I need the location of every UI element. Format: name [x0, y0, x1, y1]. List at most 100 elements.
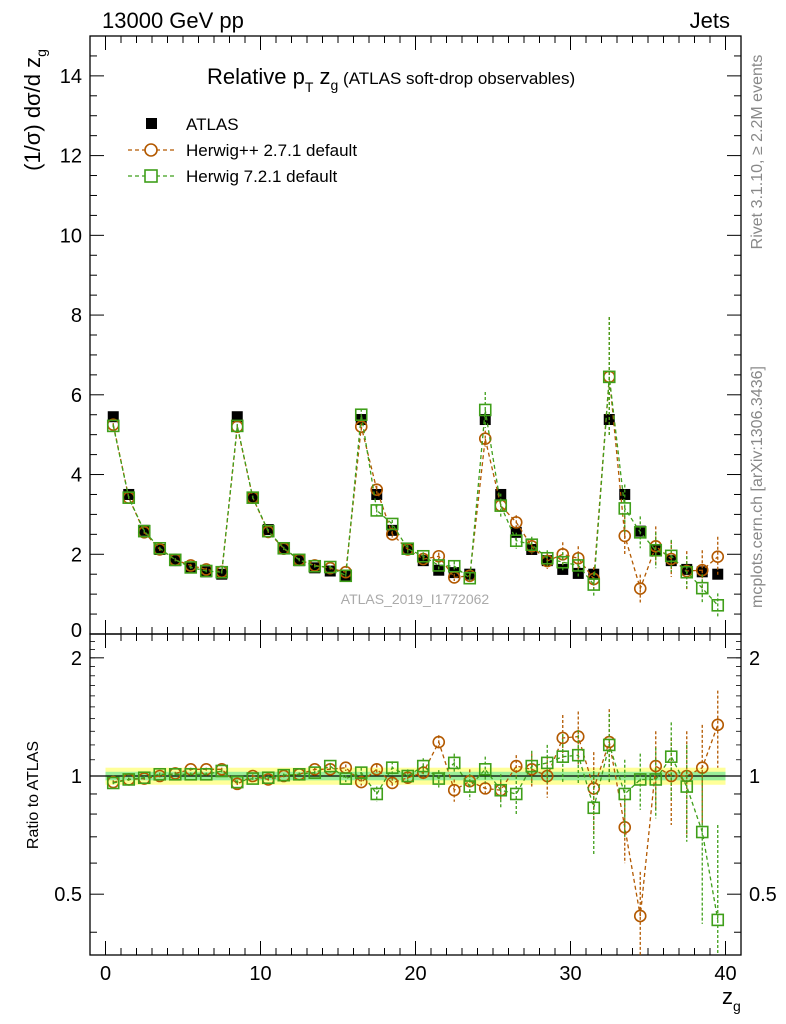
herwig7-ratio-point [168, 768, 182, 781]
herwig7-ratio-point [354, 766, 368, 779]
x-axis-label-main: z [722, 984, 733, 1009]
herwig7-ratio-point [556, 750, 570, 763]
herwig7-ratio-point [215, 764, 229, 778]
ratio-uncertainty-band [90, 767, 741, 785]
herwig7-point [122, 491, 136, 504]
atlas-point [216, 568, 228, 580]
header-left: 13000 GeV pp [102, 8, 244, 33]
herwig7-point [571, 559, 585, 572]
legend-label-atlas: ATLAS [186, 115, 239, 134]
ratio-tick-label-right: 1 [749, 766, 760, 788]
herwig7-point [292, 553, 306, 567]
herwigpp-ratio-point [416, 766, 430, 779]
ratio-panel-series [106, 690, 725, 955]
y-tick-label: 14 [60, 66, 82, 88]
herwigpp-ratio-point [370, 763, 384, 776]
herwig7-point [556, 555, 570, 569]
x-tick-label: 10 [249, 963, 271, 985]
herwig7-ratio-point [137, 771, 151, 785]
legend-marker-herwigpp [144, 143, 158, 157]
x-axis-label: zg [722, 984, 741, 1014]
herwigpp-ratio-point [509, 759, 523, 773]
x-axis-label-sub: g [733, 998, 741, 1014]
herwigpp-point [370, 483, 384, 496]
legend-marker-herwig7 [144, 169, 158, 183]
herwig7-point [432, 559, 446, 572]
herwig7-point [695, 581, 709, 595]
herwig7-ratio-point [664, 750, 678, 763]
herwig7-ratio-point [153, 768, 167, 781]
herwigpp-ratio-point [711, 718, 725, 732]
herwig7-ratio-point [494, 783, 508, 797]
chart-title: Relative pT zg (ATLAS soft-drop observab… [207, 64, 575, 95]
herwigpp-ratio-point [664, 769, 678, 783]
herwigpp-ratio-point [556, 731, 570, 745]
herwig7-ratio-point [649, 773, 663, 786]
atlas-point [572, 567, 584, 579]
herwig7-ratio-point [230, 775, 244, 789]
x-tick-label: 40 [714, 963, 736, 985]
atlas-point [231, 411, 243, 423]
herwig7-point [401, 542, 415, 555]
legend-entry-atlas: ATLAS [146, 115, 239, 134]
herwig7-point [587, 578, 601, 591]
herwig7-ratio-point [308, 766, 322, 779]
herwigpp-ratio-point [432, 735, 446, 749]
herwig7-line [112, 376, 719, 606]
herwigpp-ratio-point [354, 775, 368, 789]
x-tick-label: 20 [404, 963, 426, 985]
title-mid: z [313, 64, 330, 89]
herwig7-ratio-point [463, 780, 477, 793]
herwig7-ratio-point [571, 748, 585, 762]
herwig7-point [215, 565, 229, 579]
herwig7-point [649, 543, 663, 557]
ratio-axis-label: Ratio to ATLAS [25, 741, 42, 849]
herwig7-point [664, 549, 678, 563]
y-tick-label: 8 [71, 305, 82, 327]
herwig7-ratio-point [292, 768, 306, 781]
y-tick-label: 10 [60, 225, 82, 247]
herwig7-point [308, 559, 322, 573]
ratio-tick-label-left: 0.5 [54, 884, 82, 906]
herwig7-ratio-point [680, 780, 694, 793]
herwig7-ratio-point [509, 787, 523, 801]
herwig7-point [277, 541, 291, 555]
herwig7-ratio-point [184, 768, 198, 781]
herwig7-ratio-point [633, 773, 647, 786]
atlas-point [386, 524, 398, 536]
herwig7-ratio-point [401, 769, 415, 783]
mcplots-label: mcplots.cern.ch [arXiv:1306.3436] [749, 366, 766, 608]
herwig7-point [106, 419, 120, 433]
atlas-point [324, 565, 336, 577]
herwig7-ratio-point [339, 772, 353, 785]
herwig7-point [540, 551, 554, 565]
main-panel-series [106, 317, 725, 618]
rivet-label: Rivet 3.1.10, ≥ 2.2M events [749, 55, 766, 250]
herwig7-ratio-point [587, 801, 601, 815]
herwig7-ratio-point [540, 756, 554, 770]
title-main: Relative p [207, 64, 305, 89]
herwig7-point [618, 502, 632, 515]
herwig7-point [478, 403, 492, 417]
herwig7-point [323, 560, 337, 574]
herwig7-point [199, 564, 213, 578]
atlas-point [417, 555, 429, 567]
herwig7-point [416, 549, 430, 563]
herwig7-point [711, 598, 725, 612]
title-sub: T [305, 79, 314, 95]
herwig7-ratio-line [113, 742, 719, 921]
herwig7-ratio-point [277, 768, 291, 782]
herwig7-point [168, 553, 182, 567]
herwig7-point [385, 517, 399, 531]
x-tick-label: 0 [100, 963, 111, 985]
ratio-tick-label-left: 1 [71, 766, 82, 788]
herwig7-point [137, 524, 151, 538]
y-tick-label: 4 [71, 465, 82, 487]
herwig7-point [261, 524, 275, 538]
title-sub2: g [331, 77, 339, 93]
y-tick-label: 2 [71, 544, 82, 566]
title-rest: (ATLAS soft-drop observables) [338, 69, 575, 88]
herwig7-point [339, 569, 353, 583]
